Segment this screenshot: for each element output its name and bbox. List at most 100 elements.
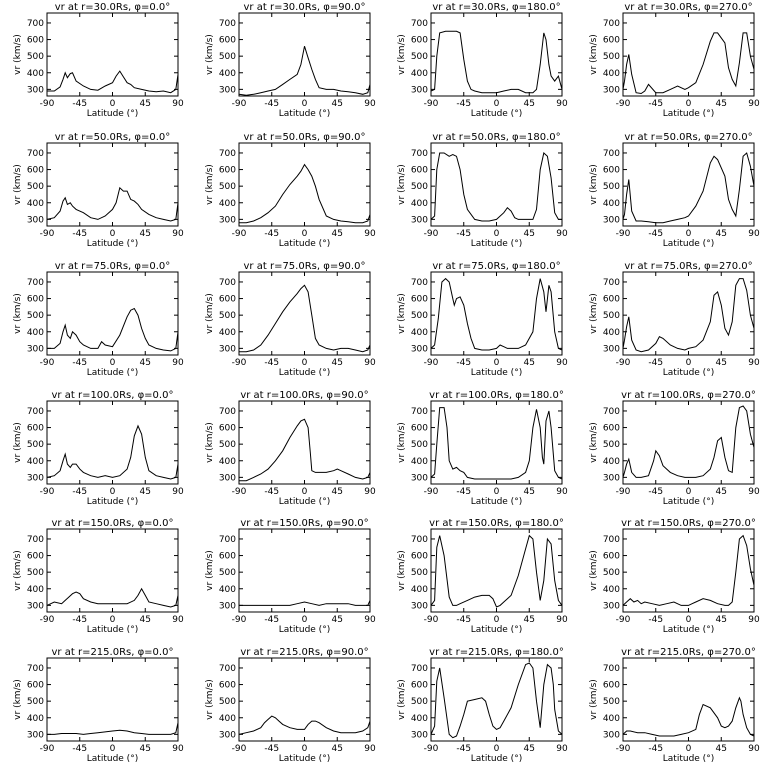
panel-title: vr at r=75.0Rs, φ=270.0° xyxy=(624,261,752,272)
y-tick-label: 400 xyxy=(603,199,620,209)
x-axis-label: Latitude (°) xyxy=(279,625,330,635)
x-axis-label: Latitude (°) xyxy=(279,754,330,764)
x-tick-label: 45 xyxy=(332,358,343,368)
x-tick-label: 45 xyxy=(716,358,727,368)
y-tick-label: 400 xyxy=(27,69,44,79)
panel-2-1: vr at r=75.0Rs, φ=90.0° -90 -45 0 45 90 300 400… xyxy=(205,261,376,378)
x-tick-label: 90 xyxy=(556,615,568,625)
panel-title: vr at r=30.0Rs, φ=0.0° xyxy=(55,2,171,13)
panel-title: vr at r=75.0Rs, φ=180.0° xyxy=(432,261,560,272)
y-tick-label: 600 xyxy=(603,295,620,305)
velocity-curve xyxy=(622,405,755,478)
y-tick-label: 300 xyxy=(27,85,44,95)
x-tick-label: -45 xyxy=(456,744,471,754)
x-axis-label: Latitude (°) xyxy=(87,109,138,119)
plot-frame xyxy=(430,271,563,356)
x-tick-label: -90 xyxy=(424,487,439,497)
velocity-curve xyxy=(622,534,755,606)
x-tick-label: 45 xyxy=(524,358,535,368)
panel-2-3: vr at r=75.0Rs, φ=270.0° -90 -45 0 45 90 300 40… xyxy=(589,261,760,378)
panel-2-0: vr at r=75.0Rs, φ=0.0° -90 -45 0 45 90 300 400 5… xyxy=(13,261,184,378)
x-axis-label: Latitude (°) xyxy=(471,239,522,249)
y-tick-label: 600 xyxy=(219,166,236,176)
y-tick-label: 700 xyxy=(411,535,428,545)
x-tick-label: 0 xyxy=(494,615,500,625)
x-axis-label: Latitude (°) xyxy=(87,239,138,249)
x-axis-label: Latitude (°) xyxy=(471,625,522,635)
x-tick-label: 45 xyxy=(140,229,151,239)
panel-3-0: vr at r=100.0Rs, φ=0.0° -90 -45 0 45 90 300 400… xyxy=(13,390,184,507)
x-tick-label: 90 xyxy=(364,615,376,625)
velocity-curve xyxy=(430,152,562,222)
panel-5-1: vr at r=215.0Rs, φ=90.0° -90 -45 0 45 90 300 40… xyxy=(205,647,376,764)
plot-frame xyxy=(46,271,179,356)
panel-4-0: vr at r=150.0Rs, φ=0.0° -90 -45 0 45 90 300 400… xyxy=(13,518,184,635)
y-tick-label: 500 xyxy=(219,311,236,321)
y-axis-label: vr (km/s) xyxy=(589,293,599,334)
panel-title: vr at r=215.0Rs, φ=90.0° xyxy=(240,647,368,658)
x-tick-label: 90 xyxy=(364,358,376,368)
x-tick-label: -90 xyxy=(232,229,247,239)
velocity-curve xyxy=(622,32,755,95)
x-tick-label: -45 xyxy=(72,229,87,239)
y-tick-label: 600 xyxy=(411,552,428,562)
y-tick-label: 300 xyxy=(27,344,44,354)
x-tick-label: -90 xyxy=(40,744,55,754)
y-tick-label: 700 xyxy=(603,664,620,674)
plot-frame xyxy=(238,528,371,613)
panel-title: vr at r=75.0Rs, φ=0.0° xyxy=(55,261,171,272)
y-axis-label: vr (km/s) xyxy=(397,164,407,205)
x-tick-label: -90 xyxy=(616,358,631,368)
x-axis-label: Latitude (°) xyxy=(279,368,330,378)
panel-4-1: vr at r=150.0Rs, φ=90.0° -90 -45 0 45 90 300 40… xyxy=(205,518,376,635)
x-axis-label: Latitude (°) xyxy=(663,754,714,764)
y-tick-label: 400 xyxy=(27,457,44,467)
x-tick-label: 0 xyxy=(494,358,500,368)
panel-0-2: vr at r=30.0Rs, φ=180.0° -90 -45 0 45 90 300 40… xyxy=(397,2,568,119)
velocity-curve xyxy=(238,46,371,96)
x-tick-label: 90 xyxy=(172,358,184,368)
x-tick-label: 0 xyxy=(686,229,692,239)
panel-5-3: vr at r=215.0Rs, φ=270.0° -90 -45 0 45 90 300 4… xyxy=(589,647,760,764)
velocity-curve xyxy=(430,277,563,351)
velocity-curve xyxy=(622,152,755,224)
x-tick-label: 90 xyxy=(556,229,568,239)
x-tick-label: 45 xyxy=(716,487,727,497)
x-tick-label: -90 xyxy=(232,99,247,109)
y-tick-label: 600 xyxy=(411,36,428,46)
y-tick-label: 500 xyxy=(411,440,428,450)
y-tick-label: 300 xyxy=(411,473,428,483)
velocity-curve xyxy=(239,163,371,224)
x-tick-label: -45 xyxy=(456,487,471,497)
x-tick-label: 0 xyxy=(686,487,692,497)
x-axis-label: Latitude (°) xyxy=(663,239,714,249)
x-tick-label: 0 xyxy=(110,744,116,754)
y-axis-label: vr (km/s) xyxy=(205,550,215,591)
x-tick-label: 0 xyxy=(302,744,308,754)
y-axis-label: vr (km/s) xyxy=(397,293,407,334)
x-tick-label: -45 xyxy=(648,229,663,239)
y-tick-label: 600 xyxy=(603,681,620,691)
x-tick-label: 90 xyxy=(172,99,184,109)
x-tick-label: 90 xyxy=(748,487,760,497)
y-tick-label: 300 xyxy=(411,215,428,225)
panel-title: vr at r=215.0Rs, φ=180.0° xyxy=(429,647,564,658)
velocity-curve xyxy=(430,407,563,480)
y-axis-label: vr (km/s) xyxy=(13,293,23,334)
panel-0-1: vr at r=30.0Rs, φ=90.0° -90 -45 0 45 90 300 400… xyxy=(205,2,376,119)
y-tick-label: 500 xyxy=(27,311,44,321)
panel-0-3: vr at r=30.0Rs, φ=270.0° -90 -45 0 45 90 300 40… xyxy=(589,2,760,119)
x-tick-label: 90 xyxy=(556,99,568,109)
y-tick-label: 400 xyxy=(219,585,236,595)
x-tick-label: -45 xyxy=(72,744,87,754)
y-tick-label: 300 xyxy=(603,473,620,483)
y-tick-label: 500 xyxy=(603,440,620,450)
y-tick-label: 400 xyxy=(27,199,44,209)
y-tick-label: 500 xyxy=(27,440,44,450)
y-axis-label: vr (km/s) xyxy=(205,34,215,75)
y-tick-label: 700 xyxy=(219,535,236,545)
panel-title: vr at r=75.0Rs, φ=90.0° xyxy=(244,261,366,272)
x-tick-label: -90 xyxy=(232,487,247,497)
y-axis-label: vr (km/s) xyxy=(589,679,599,720)
